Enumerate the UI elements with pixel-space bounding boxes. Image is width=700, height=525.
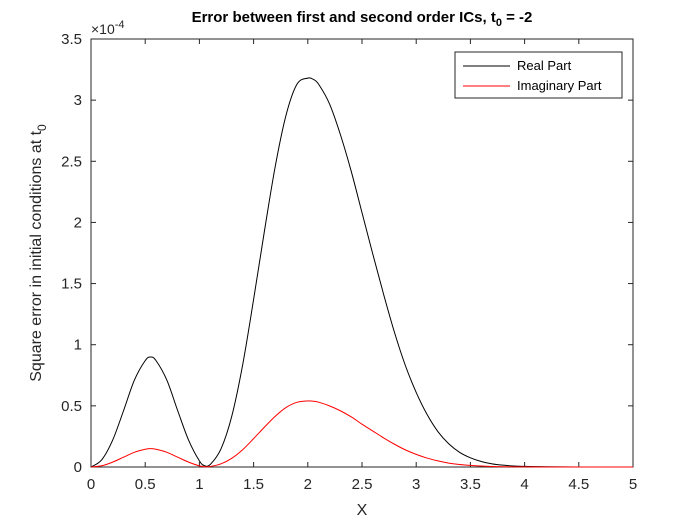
legend: Real Part Imaginary Part bbox=[454, 51, 623, 99]
chart-title: Error between first and second order ICs… bbox=[192, 9, 533, 29]
x-tick-label: 0.5 bbox=[135, 476, 156, 493]
y-tick-label: 1.5 bbox=[61, 276, 82, 293]
x-tick-label: 5 bbox=[629, 476, 637, 493]
x-tick-label: 4 bbox=[520, 476, 528, 493]
y-axis-label-main: Square error in initial conditions at t bbox=[28, 130, 45, 381]
y-exponent-power: -4 bbox=[115, 19, 125, 31]
y-tick-label: 3 bbox=[74, 92, 82, 109]
x-axis-label: X bbox=[357, 502, 368, 519]
y-tick-label: 3.5 bbox=[61, 31, 82, 48]
y-axis-label-subscript: 0 bbox=[35, 124, 49, 131]
legend-label-real: Real Part bbox=[517, 58, 572, 73]
series-line-imaginary bbox=[90, 400, 634, 468]
x-tick-label: 2.5 bbox=[352, 476, 373, 493]
y-tick-label: 1 bbox=[74, 337, 82, 354]
x-tick-label: 3.5 bbox=[460, 476, 481, 493]
y-tick-label: 2.5 bbox=[61, 153, 82, 170]
ticks-group: 0 0.5 1 1.5 2 2.5 3 3.5 4 4.5 5 0 0.5 1 1.5 2 2.5 3 3.5 bbox=[61, 31, 637, 493]
y-tick-label: 2 bbox=[74, 214, 82, 231]
series-lines bbox=[90, 77, 634, 468]
y-exponent-prefix: ×10 bbox=[91, 21, 115, 37]
chart-title-tail: = -2 bbox=[502, 9, 532, 26]
y-tick-label: 0 bbox=[74, 459, 82, 476]
x-tick-label: 1.5 bbox=[243, 476, 264, 493]
x-tick-label: 2 bbox=[304, 476, 312, 493]
y-tick-label: 0.5 bbox=[61, 398, 82, 415]
y-axis-label: Square error in initial conditions at t0 bbox=[28, 124, 49, 382]
x-tick-label: 4.5 bbox=[568, 476, 589, 493]
plot-area bbox=[90, 38, 634, 468]
series-line-real bbox=[90, 77, 634, 468]
y-exponent-label: ×10-4 bbox=[91, 19, 125, 37]
chart-title-main: Error between first and second order ICs… bbox=[192, 9, 496, 26]
x-tick-label: 0 bbox=[87, 476, 95, 493]
x-tick-label: 3 bbox=[412, 476, 420, 493]
legend-box bbox=[454, 51, 623, 99]
legend-label-imaginary: Imaginary Part bbox=[517, 78, 602, 93]
chart-title-subscript: 0 bbox=[496, 17, 502, 29]
x-tick-label: 1 bbox=[195, 476, 203, 493]
